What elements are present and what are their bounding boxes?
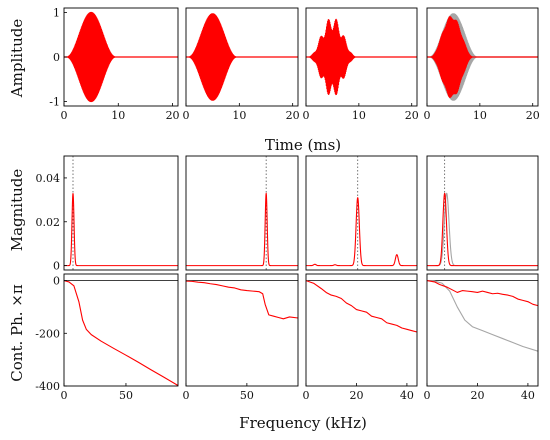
phase-panel-1-ytick-label: -400 [35, 380, 60, 393]
amplitude-panel-3-xtick-label: 0 [303, 109, 310, 122]
y-label-phase: Cont. Ph. ×π [8, 284, 26, 382]
phase-panel-1-xtick-label: 50 [119, 389, 133, 402]
phase-panel-2-xtick-label: 0 [183, 389, 190, 402]
magnitude-panel-1-frame [63, 155, 179, 271]
x-label-frequency: Frequency (kHz) [239, 414, 367, 432]
amplitude-panel-4-frame [426, 7, 539, 107]
phase-panel-2-xtick-label: 50 [240, 389, 254, 402]
phase-panel-1-ytick-label: 0 [53, 275, 60, 288]
phase-panel-3-frame [305, 273, 418, 387]
magnitude-panel-1-signal-series [63, 193, 179, 267]
phase-panel-4-xtick-label: 20 [470, 389, 484, 402]
phase-panel-3-signal-series [305, 280, 418, 333]
magnitude-panel-3-frame [305, 155, 418, 271]
amplitude-panel-1-ytick-label: -1 [49, 96, 60, 109]
phase-panel-4-signal-series [426, 280, 539, 307]
amplitude-panel-1-xtick-label: 20 [166, 109, 180, 122]
amplitude-panel-1-xtick-label: 10 [111, 109, 125, 122]
amplitude-panel-2-xtick-label: 10 [232, 109, 246, 122]
phase-panel-3: 0 20 40 [303, 273, 418, 402]
phase-panel-1: 0 50 -400 -200 0 [35, 273, 179, 402]
phase-panel-4-reference-series [426, 280, 539, 352]
amplitude-panel-3-signal-series [305, 18, 418, 96]
amplitude-panel-4-xtick-label: 0 [424, 109, 431, 122]
magnitude-panel-2-frame [185, 155, 299, 271]
amplitude-panel-1-xtick-label: 0 [61, 109, 68, 122]
phase-panel-4-xtick-label: 40 [521, 389, 535, 402]
amplitude-panel-2-signal-series [185, 13, 299, 101]
y-label-amplitude: Amplitude [8, 19, 26, 99]
amplitude-panel-4-xtick-label: 10 [473, 109, 487, 122]
phase-panel-2-frame [185, 273, 299, 387]
magnitude-panel-4 [426, 155, 539, 271]
magnitude-panel-4-signal-series [426, 192, 539, 267]
amplitude-panel-4-signal-series [426, 16, 539, 98]
amplitude-panel-3-xtick-label: 10 [352, 109, 366, 122]
amplitude-panel-2: 0 10 20 [183, 7, 300, 122]
y-label-magnitude: Magnitude [8, 169, 26, 252]
amplitude-panel-4-xtick-label: 20 [526, 109, 540, 122]
magnitude-panel-3-signal-series [305, 197, 418, 267]
amplitude-panel-1: 0 10 20-101 [49, 6, 179, 122]
phase-panel-3-xtick-label: 0 [303, 389, 310, 402]
magnitude-panel-1-ytick-label: 0 [53, 260, 60, 273]
amplitude-panel-3-frame [305, 7, 418, 107]
magnitude-panel-1: 0 0.02 0.04 [36, 155, 179, 273]
magnitude-panel-3 [305, 155, 418, 271]
amplitude-panel-4: 0 10 20 [424, 7, 540, 122]
phase-panel-4-frame [426, 273, 539, 387]
amplitude-panel-3-xtick-label: 20 [405, 109, 419, 122]
amplitude-panel-1-ytick-label: 1 [53, 6, 60, 19]
phase-panel-4-xtick-label: 0 [424, 389, 431, 402]
magnitude-panel-2-signal-series [185, 192, 299, 267]
phase-panel-3-xtick-label: 40 [400, 389, 414, 402]
phase-panel-3-xtick-label: 20 [349, 389, 363, 402]
amplitude-panel-2-xtick-label: 20 [286, 109, 300, 122]
amplitude-panel-1-ytick-label: 0 [53, 51, 60, 64]
amplitude-panel-1-signal-series [63, 11, 179, 103]
amplitude-panel-2-xtick-label: 0 [183, 109, 190, 122]
phase-panel-1-signal-series [63, 280, 179, 386]
magnitude-panel-4-frame [426, 155, 539, 271]
phase-panel-2-signal-series [185, 280, 299, 320]
phase-panel-2: 0 50 [183, 273, 299, 402]
magnitude-panel-1-ytick-label: 0.04 [36, 172, 61, 185]
phase-panel-1-ytick-label: -200 [35, 327, 60, 340]
amplitude-panel-2-frame [185, 7, 299, 107]
phase-panel-1-xtick-label: 0 [61, 389, 68, 402]
phase-panel-4: 0 20 40 [424, 273, 539, 402]
magnitude-panel-1-ytick-label: 0.02 [36, 216, 61, 229]
amplitude-panel-3: 0 10 20 [303, 7, 419, 122]
magnitude-panel-2 [185, 155, 299, 271]
phase-panel-1-frame [63, 273, 179, 387]
x-label-time: Time (ms) [265, 136, 341, 154]
